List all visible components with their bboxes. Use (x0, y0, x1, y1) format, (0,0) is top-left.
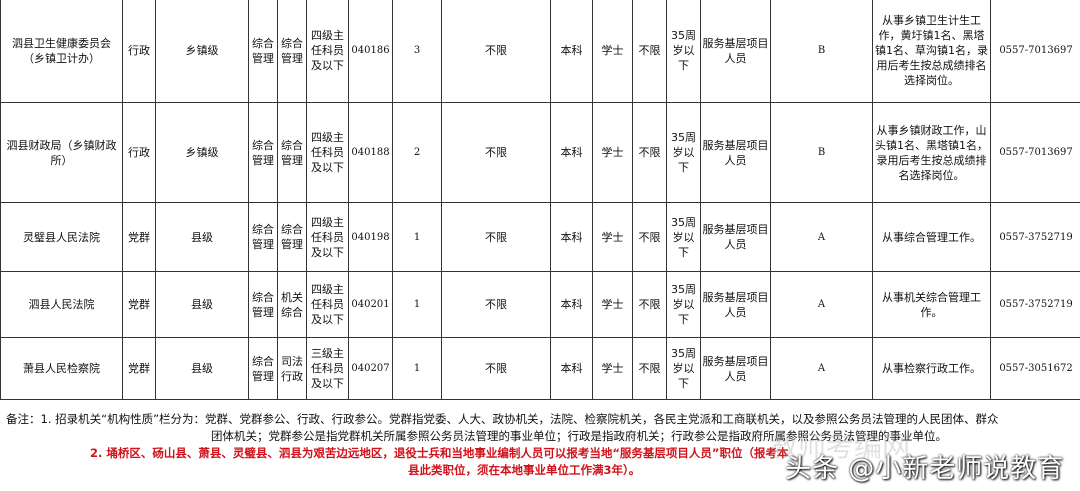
cell-c2: 综合管理 (277, 102, 307, 203)
cell-major: 不限 (441, 102, 551, 203)
cell-target: 服务基层项目人员 (700, 202, 771, 272)
cell-level: 乡镇级 (155, 0, 249, 103)
cell-unit: 灵璧县人民法院 (0, 202, 123, 272)
cell-exam: A (770, 337, 873, 400)
table-row: 泗县卫生健康委员会（乡镇卫计办） 行政 乡镇级 综合管理 综合管理 四级主任科员及以下 04… (0, 0, 1080, 103)
cell-exam: A (770, 271, 873, 338)
cell-rank: 四级主任科员及以下 (306, 271, 349, 338)
cell-phone: 0557-3752719 (990, 202, 1080, 272)
cell-other: 不限 (632, 102, 667, 203)
cell-age: 35周岁以下 (666, 271, 701, 338)
cell-nature: 行政 (122, 0, 156, 103)
cell-degree: 学士 (592, 337, 633, 400)
cell-edu: 本科 (550, 0, 593, 103)
cell-major: 不限 (441, 271, 551, 338)
cell-target: 服务基层项目人员 (700, 0, 771, 103)
cell-nature: 行政 (122, 102, 156, 203)
cell-level: 县级 (155, 202, 249, 272)
cell-level: 县级 (155, 337, 249, 400)
cell-unit: 泗县人民法院 (0, 271, 123, 338)
cell-code: 040198 (348, 202, 393, 272)
remarks: 备注：1. 招录机关“机构性质”栏分为：党群、党群参公、行政、行政参公。党群指党… (6, 411, 1074, 479)
cell-count: 2 (392, 102, 442, 203)
cell-target: 服务基层项目人员 (700, 271, 771, 338)
table-row: 萧县人民检察院 党群 县级 综合管理 司法行政 三级主任科员及以下 040207 1 不限 本科学… (0, 337, 1080, 400)
cell-count: 1 (392, 202, 442, 272)
remark-2-cont: 县此类职位，须在本地事业单位工作满3年）。 (408, 463, 641, 477)
cell-rank: 四级主任科员及以下 (306, 202, 349, 272)
cell-c1: 综合管理 (248, 0, 278, 103)
cell-major: 不限 (441, 0, 551, 103)
cell-phone: 0557-7013697 (990, 102, 1080, 203)
cell-c2: 综合管理 (277, 202, 307, 272)
cell-nature: 党群 (122, 271, 156, 338)
cell-unit: 萧县人民检察院 (0, 337, 123, 400)
cell-c1: 综合管理 (248, 202, 278, 272)
cell-c1: 综合管理 (248, 271, 278, 338)
watermark: 头条 @小新老师说教育 (785, 454, 1065, 484)
cell-target: 服务基层项目人员 (700, 337, 771, 400)
cell-unit: 泗县财政局（乡镇财政所） (0, 102, 123, 203)
cell-level: 县级 (155, 271, 249, 338)
cell-other: 不限 (632, 271, 667, 338)
cell-count: 1 (392, 271, 442, 338)
cell-code: 040207 (348, 337, 393, 400)
table-row: 泗县人民法院 党群 县级 综合管理 机关综合 四级主任科员及以下 040201 1 不限 本科 学士… (0, 271, 1080, 338)
cell-c2: 机关综合 (277, 271, 307, 338)
cell-degree: 学士 (592, 102, 633, 203)
cell-code: 040201 (348, 271, 393, 338)
cell-c1: 综合管理 (248, 337, 278, 400)
cell-phone: 0557-7013697 (990, 0, 1080, 103)
faint-watermark: 教师考编网 (770, 430, 911, 463)
cell-note: 从事乡镇财政工作，山头镇1名、黑塔镇1名，录用后考生按总成绩排名选择岗位。 (872, 102, 991, 203)
cell-major: 不限 (441, 202, 551, 272)
cell-c1: 综合管理 (248, 102, 278, 203)
cell-degree: 学士 (592, 0, 633, 103)
cell-rank: 四级主任科员及以下 (306, 0, 349, 103)
cell-age: 35周岁以下 (666, 202, 701, 272)
cell-nature: 党群 (122, 337, 156, 400)
cell-edu: 本科 (550, 271, 593, 338)
cell-other: 不限 (632, 202, 667, 272)
cell-other: 不限 (632, 0, 667, 103)
table-row: 灵璧县人民法院 党群 县级 综合管理 综合管理 四级主任科员及以下 040198 1 不限 本科学… (0, 202, 1080, 272)
cell-phone: 0557-3051672 (990, 337, 1080, 400)
cell-major: 不限 (441, 337, 551, 400)
cell-exam: B (770, 0, 873, 103)
cell-edu: 本科 (550, 337, 593, 400)
cell-c2: 综合管理 (277, 0, 307, 103)
cell-level: 乡镇级 (155, 102, 249, 203)
cell-edu: 本科 (550, 102, 593, 203)
cell-code: 040186 (348, 0, 393, 103)
cell-age: 35周岁以下 (666, 0, 701, 103)
job-table: 泗县卫生健康委员会（乡镇卫计办） 行政 乡镇级 综合管理 综合管理 四级主任科员及以下 04… (0, 0, 1080, 400)
cell-age: 35周岁以下 (666, 102, 701, 203)
cell-edu: 本科 (550, 202, 593, 272)
remark-2: 2. 埇桥区、砀山县、萧县、灵璧县、泗县为艰苦边远地区，退役士兵和当地事业编制人… (90, 446, 789, 460)
cell-c2: 司法行政 (277, 337, 307, 400)
cell-note: 从事检察行政工作。 (872, 337, 991, 400)
cell-count: 1 (392, 337, 442, 400)
remark-1-cont: 团体机关；党群参公是指党群机关所属参照公务员法管理的事业单位；行政是指政府机关；… (211, 429, 947, 443)
cell-nature: 党群 (122, 202, 156, 272)
cell-other: 不限 (632, 337, 667, 400)
cell-rank: 四级主任科员及以下 (306, 102, 349, 203)
remark-1: 备注：1. 招录机关“机构性质”栏分为：党群、党群参公、行政、行政参公。党群指党… (6, 412, 999, 426)
cell-rank: 三级主任科员及以下 (306, 337, 349, 400)
cell-degree: 学士 (592, 202, 633, 272)
cell-note: 从事乡镇卫生计生工作，黄圩镇1名、黑塔镇1名、草沟镇1名，录用后考生按总成绩排名… (872, 0, 991, 103)
cell-unit: 泗县卫生健康委员会（乡镇卫计办） (0, 0, 123, 103)
table-row: 泗县财政局（乡镇财政所） 行政 乡镇级 综合管理 综合管理 四级主任科员及以下 040188… (0, 102, 1080, 203)
cell-exam: A (770, 202, 873, 272)
cell-note: 从事综合管理工作。 (872, 202, 991, 272)
cell-degree: 学士 (592, 271, 633, 338)
cell-phone: 0557-3752719 (990, 271, 1080, 338)
cell-target: 服务基层项目人员 (700, 102, 771, 203)
cell-code: 040188 (348, 102, 393, 203)
cell-count: 3 (392, 0, 442, 103)
cell-age: 35周岁以下 (666, 337, 701, 400)
cell-note: 从事机关综合管理工作。 (872, 271, 991, 338)
cell-exam: B (770, 102, 873, 203)
